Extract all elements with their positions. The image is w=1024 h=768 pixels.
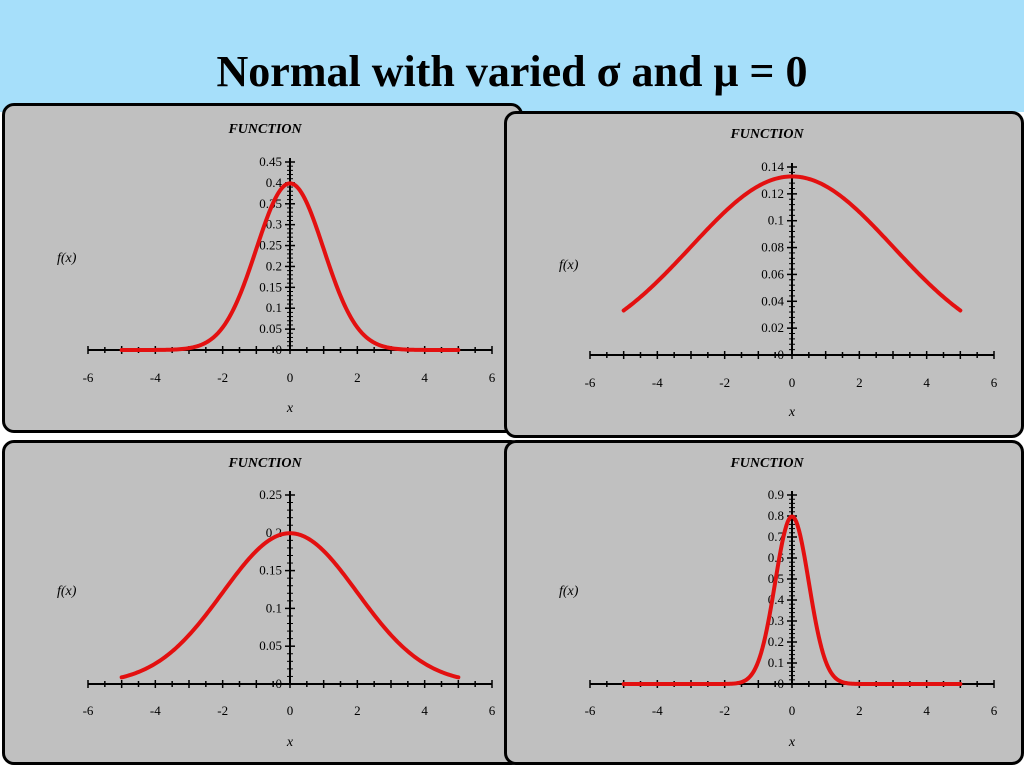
x-tick-label: -6 [585,703,596,718]
x-tick-label: -2 [719,375,730,390]
chart-panel-sigma-1: FUNCTION f(x) x -6 -4 -2 0 2 4 6 0 0.05 0.1 0.15 0.2 0.… [2,103,523,433]
y-tick-label: 0.3 [768,613,784,628]
y-axis-label: f(x) [559,584,579,599]
y-tick-label: 0.08 [761,240,784,255]
x-tick-label: 0 [287,703,294,718]
y-tick-label: 0.06 [761,266,784,281]
x-tick-label: 0 [789,375,796,390]
x-tick-label: 4 [421,370,428,385]
y-tick-label: 0.1 [768,655,784,670]
chart-svg: FUNCTION f(x) x -6 -4 -2 0 2 4 6 0 0.05 0.1 0.15 0.2 0.… [57,122,496,416]
y-tick-label: 0.2 [768,634,784,649]
y-tick-label: 0.1 [266,600,282,615]
density-curve [119,181,461,352]
y-tick-label: 0.8 [768,508,784,523]
x-axis-label: x [286,735,294,750]
x-tick-label: 4 [923,375,930,390]
x-tick-label: 2 [856,703,863,718]
chart-title: FUNCTION [729,127,804,142]
x-tick-label: -6 [83,703,94,718]
y-tick-label: 0.9 [768,487,784,502]
x-tick-label: 6 [991,703,998,718]
chart-title: FUNCTION [227,122,302,137]
y-tick-label: 0.25 [259,238,282,253]
y-tick-label: 0 [276,676,283,691]
density-curve [621,174,963,313]
y-axis-label: f(x) [559,258,579,273]
y-tick-label: 0.02 [761,320,784,335]
x-tick-label: 2 [354,703,361,718]
y-tick-label: 0.04 [761,293,784,308]
x-tick-label: 6 [991,375,998,390]
y-tick-label: 0.1 [266,300,282,315]
x-tick-label: -6 [585,375,596,390]
y-tick-label: 0 [778,676,785,691]
y-tick-label: 0 [778,347,785,362]
page-title: Normal with varied σ and μ = 0 [216,47,808,96]
density-curve [119,531,461,680]
chart-title: FUNCTION [729,456,804,471]
y-tick-label: 0.12 [761,186,784,201]
title-banner [0,0,1024,112]
y-tick-label: 0.05 [259,638,282,653]
y-axis-label: f(x) [57,251,77,266]
chart-panel-sigma-3: FUNCTION f(x) x -6 -4 -2 0 2 4 6 0 0.02 0.04 0.06 0.08… [504,111,1024,438]
chart-panel-sigma-0-5: FUNCTION f(x) x -6 -4 -2 0 2 4 6 0 0.1 0.2 0.3 0.4 0.5 0… [504,440,1024,765]
x-tick-label: -4 [150,703,161,718]
x-tick-label: 4 [923,703,930,718]
y-tick-label: 0.05 [259,321,282,336]
x-axis-label: x [788,405,796,420]
chart-title: FUNCTION [227,456,302,471]
y-tick-label: 0.15 [259,279,282,294]
y-tick-label: 0.15 [259,563,282,578]
y-tick-label: 0.3 [266,217,282,232]
y-tick-label: 0.1 [768,213,784,228]
x-tick-label: 2 [856,375,863,390]
x-tick-label: 0 [789,703,796,718]
y-tick-label: 0.2 [266,258,282,273]
y-tick-label: 0.7 [768,529,785,544]
y-tick-label: 0.4 [266,175,283,190]
x-tick-label: -4 [652,375,663,390]
x-tick-label: -2 [719,703,730,718]
x-axis-label: x [788,735,796,750]
x-tick-label: 6 [489,703,496,718]
x-tick-label: 4 [421,703,428,718]
x-axis-label: x [286,401,294,416]
y-axis-label: f(x) [57,584,77,599]
x-tick-label: 0 [287,370,294,385]
x-tick-label: 6 [489,370,496,385]
y-tick-label: 0.45 [259,154,282,169]
y-tick-label: 0.25 [259,487,282,502]
x-tick-label: -2 [217,703,228,718]
y-tick-label: 0 [276,342,283,357]
x-tick-label: -4 [652,703,663,718]
x-tick-label: -4 [150,370,161,385]
density-curve [621,514,963,686]
x-tick-label: -6 [83,370,94,385]
chart-svg: FUNCTION f(x) x -6 -4 -2 0 2 4 6 0 0.02 0.04 0.06 0.08… [559,127,998,420]
x-tick-label: -2 [217,370,228,385]
x-tick-label: 2 [354,370,361,385]
y-tick-label: 0.14 [761,159,784,174]
chart-panel-sigma-2: FUNCTION f(x) x -6 -4 -2 0 2 4 6 0 0.05 0.1 0.15 0.2 0.… [2,440,523,765]
